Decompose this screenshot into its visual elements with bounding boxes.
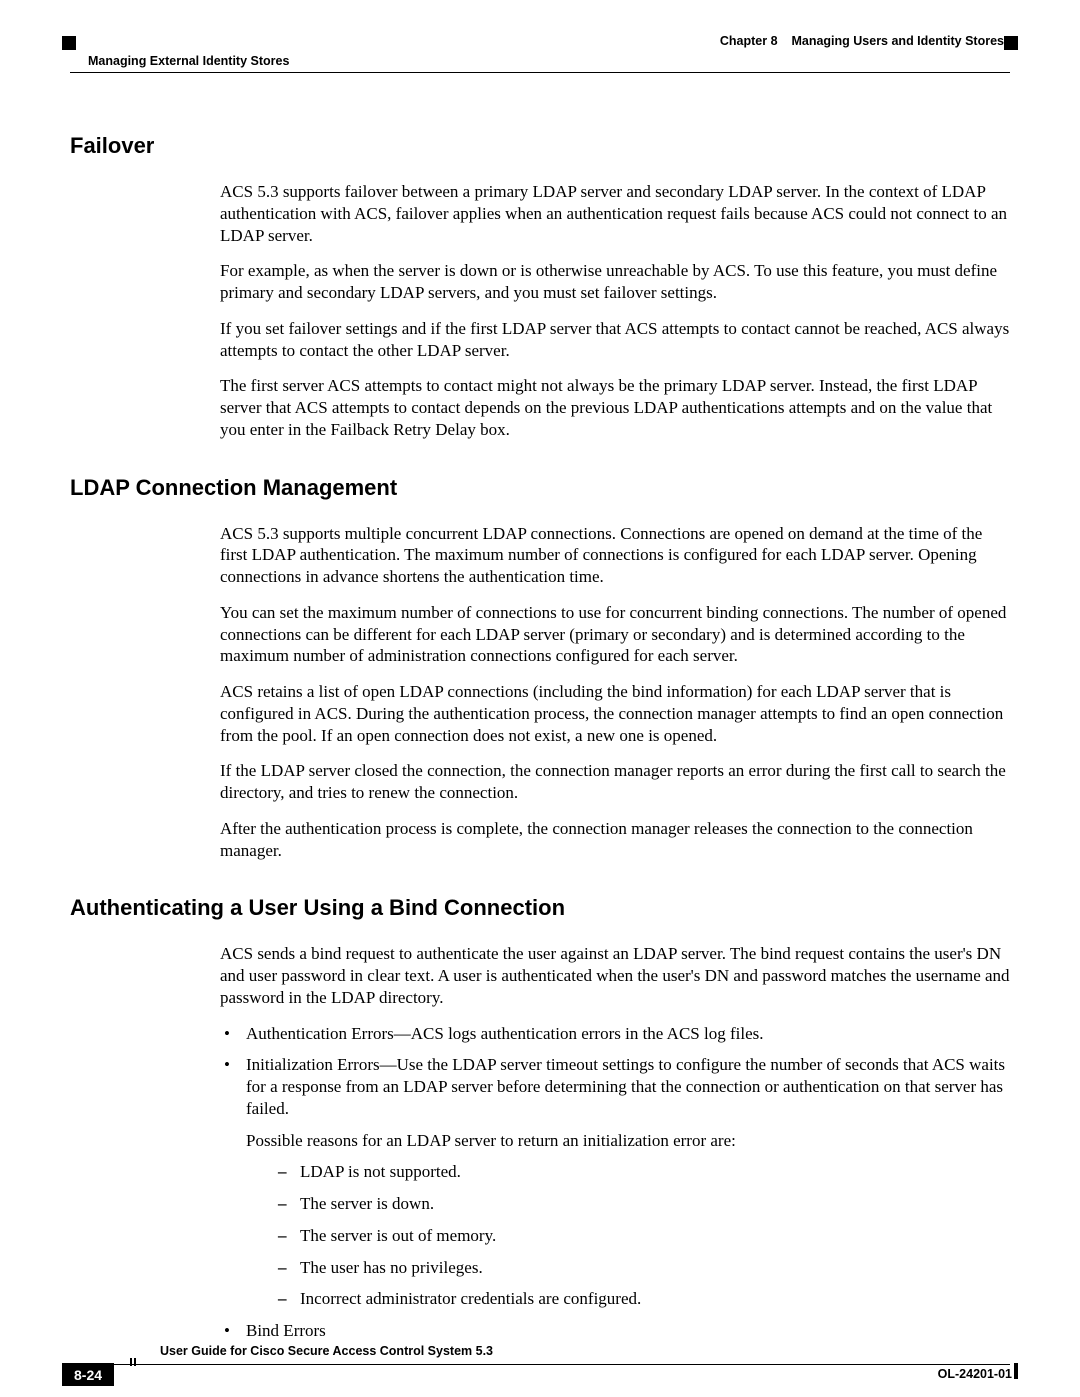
- paragraph: ACS 5.3 supports failover between a prim…: [220, 181, 1010, 246]
- chapter-label: Chapter 8: [720, 34, 778, 48]
- paragraph: If you set failover settings and if the …: [220, 318, 1010, 362]
- header-marker-left: [62, 36, 76, 50]
- section-auth-bind: Authenticating a User Using a Bind Conne…: [70, 895, 1010, 1342]
- footer-rule: 8-24 OL-24201-01: [70, 1364, 1010, 1365]
- page: Chapter 8 Managing Users and Identity St…: [0, 0, 1080, 1397]
- list-item: The server is out of memory.: [274, 1225, 1010, 1247]
- paragraph: The first server ACS attempts to contact…: [220, 375, 1010, 440]
- heading-auth-bind: Authenticating a User Using a Bind Conne…: [70, 895, 1010, 921]
- footer-marker-right: [1014, 1363, 1018, 1379]
- list-item: Initialization Errors—Use the LDAP serve…: [220, 1054, 1010, 1310]
- bullet-list: Authentication Errors—ACS logs authentic…: [220, 1023, 1010, 1342]
- paragraph: After the authentication process is comp…: [220, 818, 1010, 862]
- footer-page-number: 8-24: [62, 1363, 114, 1386]
- chapter-title: Managing Users and Identity Stores: [791, 34, 1004, 48]
- paragraph: ACS 5.3 supports multiple concurrent LDA…: [220, 523, 1010, 588]
- list-item: LDAP is not supported.: [274, 1161, 1010, 1183]
- sub-intro: Possible reasons for an LDAP server to r…: [246, 1130, 1010, 1152]
- list-item: Bind Errors: [220, 1320, 1010, 1342]
- header-section-title: Managing External Identity Stores: [88, 54, 289, 68]
- list-item-text: Initialization Errors—Use the LDAP serve…: [246, 1055, 1005, 1118]
- header-marker-right: [1004, 36, 1018, 50]
- footer-doc-id: OL-24201-01: [938, 1367, 1012, 1381]
- paragraph: For example, as when the server is down …: [220, 260, 1010, 304]
- running-footer: User Guide for Cisco Secure Access Contr…: [70, 1364, 1010, 1365]
- section-ldap-connection-management: LDAP Connection Management ACS 5.3 suppo…: [70, 475, 1010, 862]
- paragraph: If the LDAP server closed the connection…: [220, 760, 1010, 804]
- running-header: Chapter 8 Managing Users and Identity St…: [70, 38, 1010, 73]
- footer-guide-title: User Guide for Cisco Secure Access Contr…: [160, 1344, 493, 1358]
- section-failover: Failover ACS 5.3 supports failover betwe…: [70, 133, 1010, 441]
- header-chapter: Chapter 8 Managing Users and Identity St…: [720, 34, 1004, 48]
- dash-list: LDAP is not supported. The server is dow…: [274, 1161, 1010, 1310]
- heading-failover: Failover: [70, 133, 1010, 159]
- heading-ldap-conn: LDAP Connection Management: [70, 475, 1010, 501]
- paragraph: You can set the maximum number of connec…: [220, 602, 1010, 667]
- list-item-text: Authentication Errors—ACS logs authentic…: [246, 1024, 763, 1043]
- list-item: The user has no privileges.: [274, 1257, 1010, 1279]
- list-item: Authentication Errors—ACS logs authentic…: [220, 1023, 1010, 1045]
- list-item: Incorrect administrator credentials are …: [274, 1288, 1010, 1310]
- paragraph: ACS retains a list of open LDAP connecti…: [220, 681, 1010, 746]
- paragraph: ACS sends a bind request to authenticate…: [220, 943, 1010, 1008]
- list-item: The server is down.: [274, 1193, 1010, 1215]
- list-item-text: Bind Errors: [246, 1321, 326, 1340]
